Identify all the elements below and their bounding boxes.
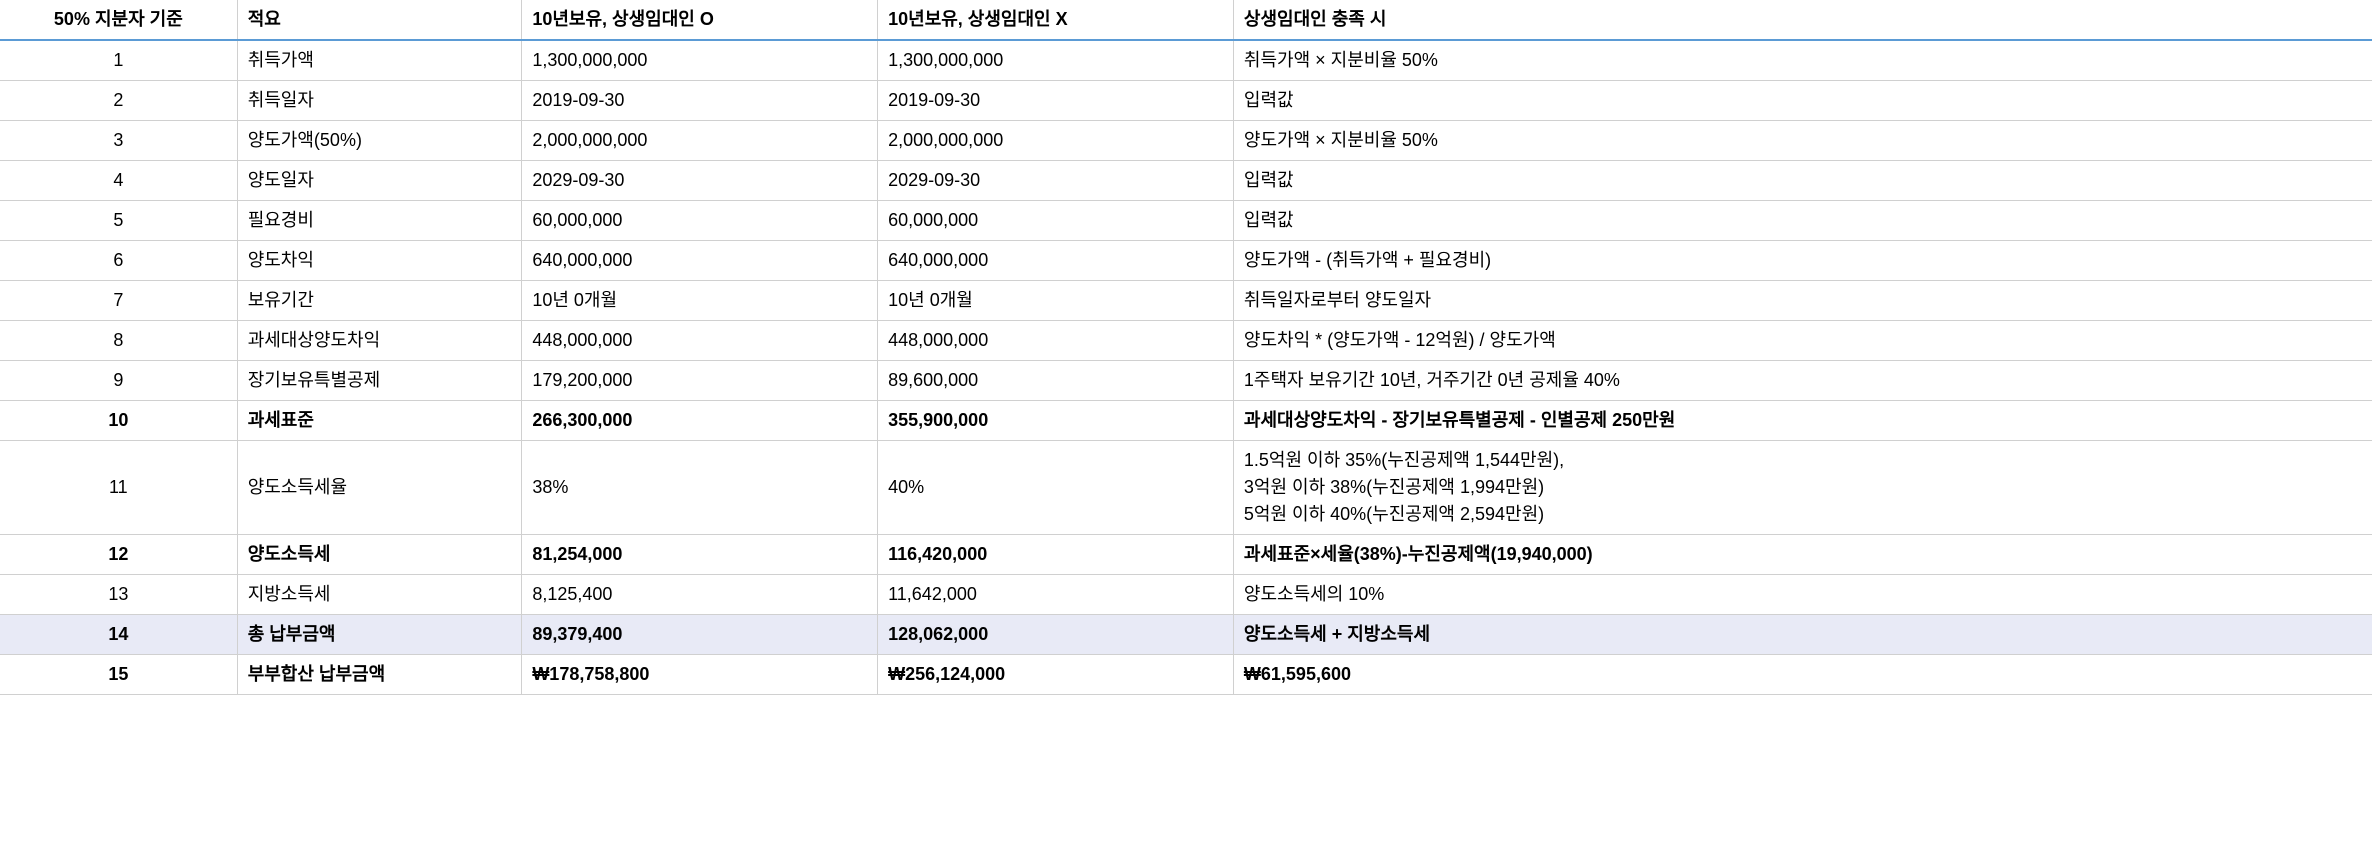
row-description: 양도소득세율	[237, 441, 522, 535]
row-value-scenario-x: 89,600,000	[878, 361, 1234, 401]
table-header-row: 50% 지분자 기준 적요 10년보유, 상생임대인 O 10년보유, 상생임대…	[0, 0, 2372, 40]
row-value-scenario-o: 38%	[522, 441, 878, 535]
row-value-scenario-o: 2029-09-30	[522, 161, 878, 201]
row-note: 과세표준×세율(38%)-누진공제액(19,940,000)	[1233, 535, 2372, 575]
row-value-scenario-x: 60,000,000	[878, 201, 1234, 241]
row-number: 11	[0, 441, 237, 535]
row-value-scenario-x: ₩256,124,000	[878, 655, 1234, 695]
row-value-scenario-x: 10년 0개월	[878, 281, 1234, 321]
row-value-scenario-o: 266,300,000	[522, 401, 878, 441]
row-description: 과세대상양도차익	[237, 321, 522, 361]
row-value-scenario-x: 2,000,000,000	[878, 121, 1234, 161]
table-row: 1취득가액1,300,000,0001,300,000,000취득가액 × 지분…	[0, 40, 2372, 81]
row-number: 6	[0, 241, 237, 281]
header-criteria: 50% 지분자 기준	[0, 0, 237, 40]
row-value-scenario-o: 81,254,000	[522, 535, 878, 575]
row-note: ₩61,595,600	[1233, 655, 2372, 695]
row-value-scenario-x: 2029-09-30	[878, 161, 1234, 201]
table-row: 5필요경비60,000,00060,000,000입력값	[0, 201, 2372, 241]
row-number: 5	[0, 201, 237, 241]
row-number: 10	[0, 401, 237, 441]
row-note: 입력값	[1233, 81, 2372, 121]
row-number: 7	[0, 281, 237, 321]
tax-calculation-table: 50% 지분자 기준 적요 10년보유, 상생임대인 O 10년보유, 상생임대…	[0, 0, 2372, 695]
header-scenario-o: 10년보유, 상생임대인 O	[522, 0, 878, 40]
table-row: 14총 납부금액89,379,400128,062,000양도소득세 + 지방소…	[0, 615, 2372, 655]
table-row: 3양도가액(50%)2,000,000,0002,000,000,000양도가액…	[0, 121, 2372, 161]
row-value-scenario-o: 60,000,000	[522, 201, 878, 241]
row-number: 9	[0, 361, 237, 401]
row-note: 1주택자 보유기간 10년, 거주기간 0년 공제율 40%	[1233, 361, 2372, 401]
row-value-scenario-x: 40%	[878, 441, 1234, 535]
row-description: 총 납부금액	[237, 615, 522, 655]
table-row: 13지방소득세8,125,40011,642,000양도소득세의 10%	[0, 575, 2372, 615]
row-description: 부부합산 납부금액	[237, 655, 522, 695]
row-description: 지방소득세	[237, 575, 522, 615]
table-row: 9장기보유특별공제179,200,00089,600,0001주택자 보유기간 …	[0, 361, 2372, 401]
row-number: 1	[0, 40, 237, 81]
row-value-scenario-o: ₩178,758,800	[522, 655, 878, 695]
table-row: 6양도차익640,000,000640,000,000양도가액 - (취득가액 …	[0, 241, 2372, 281]
table-row: 11양도소득세율38%40%1.5억원 이하 35%(누진공제액 1,544만원…	[0, 441, 2372, 535]
table-row: 2취득일자2019-09-302019-09-30입력값	[0, 81, 2372, 121]
row-note: 입력값	[1233, 201, 2372, 241]
row-value-scenario-x: 448,000,000	[878, 321, 1234, 361]
row-note: 양도차익 * (양도가액 - 12억원) / 양도가액	[1233, 321, 2372, 361]
table-body: 1취득가액1,300,000,0001,300,000,000취득가액 × 지분…	[0, 40, 2372, 695]
row-description: 양도가액(50%)	[237, 121, 522, 161]
row-description: 필요경비	[237, 201, 522, 241]
row-description: 보유기간	[237, 281, 522, 321]
row-number: 4	[0, 161, 237, 201]
row-note: 입력값	[1233, 161, 2372, 201]
row-value-scenario-o: 448,000,000	[522, 321, 878, 361]
table-row: 10과세표준266,300,000355,900,000과세대상양도차익 - 장…	[0, 401, 2372, 441]
row-value-scenario-o: 2,000,000,000	[522, 121, 878, 161]
row-value-scenario-x: 128,062,000	[878, 615, 1234, 655]
table-row: 15부부합산 납부금액₩178,758,800₩256,124,000₩61,5…	[0, 655, 2372, 695]
row-number: 2	[0, 81, 237, 121]
row-note: 양도가액 × 지분비율 50%	[1233, 121, 2372, 161]
row-value-scenario-o: 640,000,000	[522, 241, 878, 281]
row-description: 과세표준	[237, 401, 522, 441]
row-description: 양도차익	[237, 241, 522, 281]
table-row: 8과세대상양도차익448,000,000448,000,000양도차익 * (양…	[0, 321, 2372, 361]
row-description: 장기보유특별공제	[237, 361, 522, 401]
row-note: 1.5억원 이하 35%(누진공제액 1,544만원), 3억원 이하 38%(…	[1233, 441, 2372, 535]
row-note: 양도가액 - (취득가액 + 필요경비)	[1233, 241, 2372, 281]
row-value-scenario-x: 11,642,000	[878, 575, 1234, 615]
row-description: 취득일자	[237, 81, 522, 121]
row-value-scenario-o: 2019-09-30	[522, 81, 878, 121]
row-number: 3	[0, 121, 237, 161]
row-note: 양도소득세 + 지방소득세	[1233, 615, 2372, 655]
row-number: 8	[0, 321, 237, 361]
row-number: 15	[0, 655, 237, 695]
row-description: 양도소득세	[237, 535, 522, 575]
row-note: 취득가액 × 지분비율 50%	[1233, 40, 2372, 81]
row-value-scenario-x: 1,300,000,000	[878, 40, 1234, 81]
row-value-scenario-x: 640,000,000	[878, 241, 1234, 281]
row-note: 양도소득세의 10%	[1233, 575, 2372, 615]
row-number: 13	[0, 575, 237, 615]
table-row: 7보유기간10년 0개월10년 0개월취득일자로부터 양도일자	[0, 281, 2372, 321]
row-note: 과세대상양도차익 - 장기보유특별공제 - 인별공제 250만원	[1233, 401, 2372, 441]
row-description: 양도일자	[237, 161, 522, 201]
header-description: 적요	[237, 0, 522, 40]
table-row: 4양도일자2029-09-302029-09-30입력값	[0, 161, 2372, 201]
row-value-scenario-o: 8,125,400	[522, 575, 878, 615]
header-condition: 상생임대인 충족 시	[1233, 0, 2372, 40]
row-description: 취득가액	[237, 40, 522, 81]
row-value-scenario-o: 179,200,000	[522, 361, 878, 401]
row-value-scenario-x: 355,900,000	[878, 401, 1234, 441]
row-value-scenario-o: 1,300,000,000	[522, 40, 878, 81]
row-number: 14	[0, 615, 237, 655]
row-number: 12	[0, 535, 237, 575]
header-scenario-x: 10년보유, 상생임대인 X	[878, 0, 1234, 40]
row-value-scenario-o: 10년 0개월	[522, 281, 878, 321]
row-value-scenario-x: 116,420,000	[878, 535, 1234, 575]
table-row: 12양도소득세81,254,000116,420,000과세표준×세율(38%)…	[0, 535, 2372, 575]
row-note: 취득일자로부터 양도일자	[1233, 281, 2372, 321]
row-value-scenario-o: 89,379,400	[522, 615, 878, 655]
row-value-scenario-x: 2019-09-30	[878, 81, 1234, 121]
